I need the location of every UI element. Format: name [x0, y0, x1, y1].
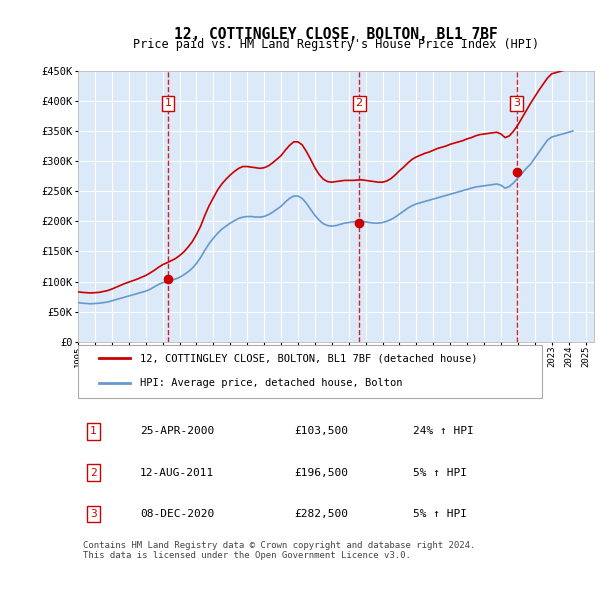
- Text: 5% ↑ HPI: 5% ↑ HPI: [413, 509, 467, 519]
- Text: £103,500: £103,500: [295, 426, 349, 436]
- Text: 1: 1: [90, 426, 97, 436]
- Text: 24% ↑ HPI: 24% ↑ HPI: [413, 426, 474, 436]
- Text: 08-DEC-2020: 08-DEC-2020: [140, 509, 214, 519]
- Text: 25-APR-2000: 25-APR-2000: [140, 426, 214, 436]
- Text: 3: 3: [513, 99, 520, 109]
- Text: £282,500: £282,500: [295, 509, 349, 519]
- Text: 12, COTTINGLEY CLOSE, BOLTON, BL1 7BF (detached house): 12, COTTINGLEY CLOSE, BOLTON, BL1 7BF (d…: [140, 353, 478, 363]
- FancyBboxPatch shape: [78, 345, 542, 398]
- Text: 2: 2: [356, 99, 363, 109]
- Text: Contains HM Land Registry data © Crown copyright and database right 2024.
This d: Contains HM Land Registry data © Crown c…: [83, 541, 476, 560]
- Text: 1: 1: [164, 99, 172, 109]
- Text: HPI: Average price, detached house, Bolton: HPI: Average price, detached house, Bolt…: [140, 378, 403, 388]
- Text: 12-AUG-2011: 12-AUG-2011: [140, 468, 214, 477]
- Text: Price paid vs. HM Land Registry's House Price Index (HPI): Price paid vs. HM Land Registry's House …: [133, 38, 539, 51]
- Text: 3: 3: [90, 509, 97, 519]
- Text: 2: 2: [90, 468, 97, 477]
- Text: 12, COTTINGLEY CLOSE, BOLTON, BL1 7BF: 12, COTTINGLEY CLOSE, BOLTON, BL1 7BF: [174, 27, 498, 41]
- Text: 5% ↑ HPI: 5% ↑ HPI: [413, 468, 467, 477]
- Text: £196,500: £196,500: [295, 468, 349, 477]
